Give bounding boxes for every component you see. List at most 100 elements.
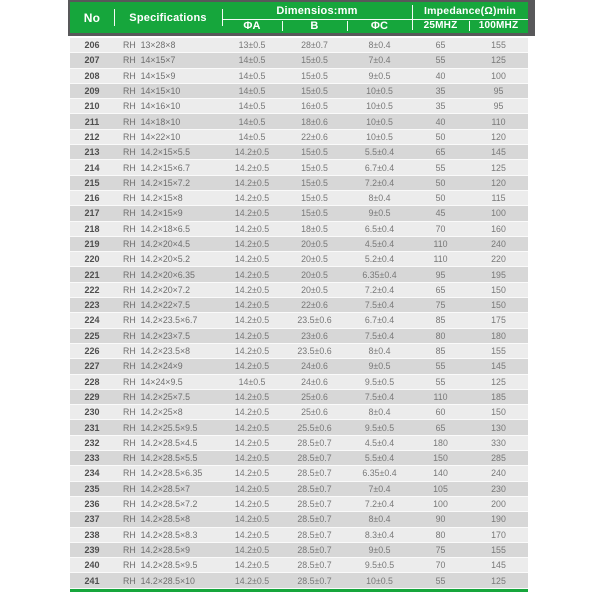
no-cell: 229 bbox=[84, 391, 100, 402]
spec-cell: RH 14.2×15×6.7 bbox=[123, 162, 191, 173]
mhz25-cell: 100 bbox=[433, 499, 448, 510]
table-row: 223 RH 14.2×22×7.5 14.2±0.5 22±0.6 7.5±0.4 75… bbox=[70, 298, 528, 314]
mhz25-cell: 85 bbox=[435, 315, 446, 326]
mhz25-cell: 85 bbox=[435, 346, 446, 357]
header-divider bbox=[282, 21, 283, 31]
spec-cell: RH 14.2×28.5×6.35 bbox=[123, 468, 203, 479]
phi-a-cell: 14.2±0.5 bbox=[234, 177, 270, 188]
mhz25-cell: 40 bbox=[435, 116, 446, 127]
phi-c-cell: 8±0.4 bbox=[368, 40, 391, 51]
mhz25-cell: 105 bbox=[433, 483, 448, 494]
phi-a-cell: 14.2±0.5 bbox=[234, 560, 270, 571]
no-cell: 231 bbox=[84, 422, 100, 433]
mhz100-cell: 100 bbox=[491, 70, 506, 81]
b-cell: 15±0.5 bbox=[301, 177, 328, 188]
phi-a-cell: 14.2±0.5 bbox=[234, 223, 270, 234]
spec-cell: RH 14.2×15×9 bbox=[123, 208, 183, 219]
b-cell: 24±0.6 bbox=[301, 376, 328, 387]
no-cell: 237 bbox=[84, 514, 100, 525]
mhz25-cell: 55 bbox=[435, 162, 446, 173]
mhz100-cell: 185 bbox=[491, 391, 506, 402]
no-cell: 210 bbox=[84, 101, 100, 112]
spec-cell: RH 14.2×20×4.5 bbox=[123, 239, 191, 249]
spec-cell: RH 14.2×22×7.5 bbox=[123, 300, 191, 311]
mhz100-cell: 155 bbox=[491, 40, 506, 51]
mhz25-cell: 110 bbox=[433, 239, 448, 249]
col-header-no: No bbox=[83, 10, 101, 25]
table-row: 206 RH 13×28×8 13±0.5 28±0.7 8±0.4 65 155 bbox=[70, 38, 528, 54]
b-cell: 18±0.5 bbox=[301, 223, 328, 234]
b-cell: 22±0.6 bbox=[301, 300, 328, 311]
header-divider bbox=[469, 21, 470, 31]
mhz100-cell: 240 bbox=[491, 239, 506, 249]
phi-a-cell: 14.2±0.5 bbox=[234, 330, 270, 341]
mhz25-cell: 75 bbox=[435, 300, 446, 311]
col-header-specifications: Specifications bbox=[129, 11, 207, 24]
b-cell: 18±0.6 bbox=[301, 116, 328, 127]
b-cell: 25.5±0.6 bbox=[297, 422, 332, 433]
b-cell: 28.5±0.7 bbox=[297, 499, 332, 510]
spec-cell: RH 14×18×10 bbox=[123, 116, 181, 127]
spec-cell: RH 14.2×25.5×9.5 bbox=[123, 422, 198, 433]
spec-cell: RH 14.2×15×5.5 bbox=[123, 147, 191, 158]
table-header-grid: No Specifications Dimensios:mm Impedance… bbox=[70, 2, 528, 33]
spec-cell: RH 14.2×20×6.35 bbox=[123, 269, 195, 280]
phi-c-cell: 9.5±0.5 bbox=[364, 376, 395, 387]
table-row: 208 RH 14×15×9 14±0.5 15±0.5 9±0.5 40 100 bbox=[70, 68, 528, 84]
mhz25-cell: 50 bbox=[435, 193, 446, 204]
spec-cell: RH 14.2×28.5×5.5 bbox=[123, 453, 198, 464]
phi-c-cell: 8±0.4 bbox=[368, 514, 391, 525]
spec-table: No Specifications Dimensios:mm Impedance… bbox=[68, 0, 535, 592]
phi-a-cell: 14.2±0.5 bbox=[234, 499, 270, 510]
phi-a-cell: 14.2±0.5 bbox=[234, 407, 270, 418]
spec-cell: RH 14.2×28.5×9.5 bbox=[123, 560, 198, 571]
mhz25-cell: 70 bbox=[435, 560, 446, 571]
phi-c-cell: 9.5±0.5 bbox=[364, 422, 395, 433]
spec-cell: RH 14.2×15×7.2 bbox=[123, 177, 191, 188]
no-cell: 209 bbox=[84, 86, 100, 97]
table-row: 214 RH 14.2×15×6.7 14.2±0.5 15±0.5 6.7±0.4 55… bbox=[70, 160, 528, 176]
spec-cell: RH 14×15×10 bbox=[123, 86, 181, 97]
no-cell: 223 bbox=[84, 300, 100, 311]
phi-c-cell: 4.5±0.4 bbox=[364, 437, 395, 448]
mhz100-cell: 150 bbox=[491, 300, 506, 311]
mhz100-cell: 95 bbox=[493, 101, 504, 112]
header-divider bbox=[347, 21, 348, 31]
mhz25-cell: 35 bbox=[435, 86, 446, 97]
mhz100-cell: 110 bbox=[491, 116, 506, 127]
no-cell: 239 bbox=[84, 544, 100, 555]
phi-a-cell: 14.2±0.5 bbox=[234, 254, 270, 265]
mhz25-cell: 50 bbox=[435, 131, 446, 142]
mhz25-cell: 110 bbox=[433, 391, 448, 402]
no-cell: 233 bbox=[84, 453, 100, 464]
phi-a-cell: 14.2±0.5 bbox=[234, 575, 270, 586]
table-header: No Specifications Dimensios:mm Impedance… bbox=[68, 0, 535, 36]
col-header-phi-c: ΦC bbox=[370, 19, 389, 32]
mhz25-cell: 110 bbox=[433, 254, 448, 265]
phi-a-cell: 14.2±0.5 bbox=[234, 422, 270, 433]
mhz25-cell: 80 bbox=[435, 330, 446, 341]
mhz100-cell: 155 bbox=[491, 544, 506, 555]
table-row: 218 RH 14.2×18×6.5 14.2±0.5 18±0.5 6.5±0.4 70… bbox=[70, 221, 528, 237]
col-group-dimensions: Dimensios:mm bbox=[276, 4, 358, 17]
mhz25-cell: 55 bbox=[435, 361, 446, 372]
mhz100-cell: 175 bbox=[491, 315, 506, 326]
mhz100-cell: 145 bbox=[491, 147, 506, 158]
mhz25-cell: 95 bbox=[435, 269, 446, 280]
no-cell: 234 bbox=[84, 468, 100, 479]
table-row: 221 RH 14.2×20×6.35 14.2±0.5 20±0.5 6.35±0.4… bbox=[70, 267, 528, 283]
table-row: 229 RH 14.2×25×7.5 14.2±0.5 25±0.6 7.5±0.4 11… bbox=[70, 389, 528, 406]
no-cell: 232 bbox=[84, 437, 100, 448]
spec-cell: RH 14×16×10 bbox=[123, 101, 181, 112]
table-row: 216 RH 14.2×15×8 14.2±0.5 15±0.5 8±0.4 50 115 bbox=[70, 190, 528, 207]
no-cell: 236 bbox=[84, 499, 100, 510]
spec-cell: RH 14×15×7 bbox=[123, 55, 176, 66]
mhz100-cell: 100 bbox=[491, 208, 506, 219]
table-row: 238 RH 14.2×28.5×8.3 14.2±0.5 28.5±0.7 8.3±0… bbox=[70, 527, 528, 543]
phi-c-cell: 10±0.5 bbox=[366, 86, 393, 97]
table-row: 224 RH 14.2×23.5×6.7 14.2±0.5 23.5±0.6 6.7±0… bbox=[70, 313, 528, 329]
spec-cell: RH 14.2×28.5×7.2 bbox=[123, 499, 198, 510]
mhz100-cell: 190 bbox=[491, 514, 506, 525]
spec-cell: RH 14.2×25×8 bbox=[123, 407, 183, 418]
